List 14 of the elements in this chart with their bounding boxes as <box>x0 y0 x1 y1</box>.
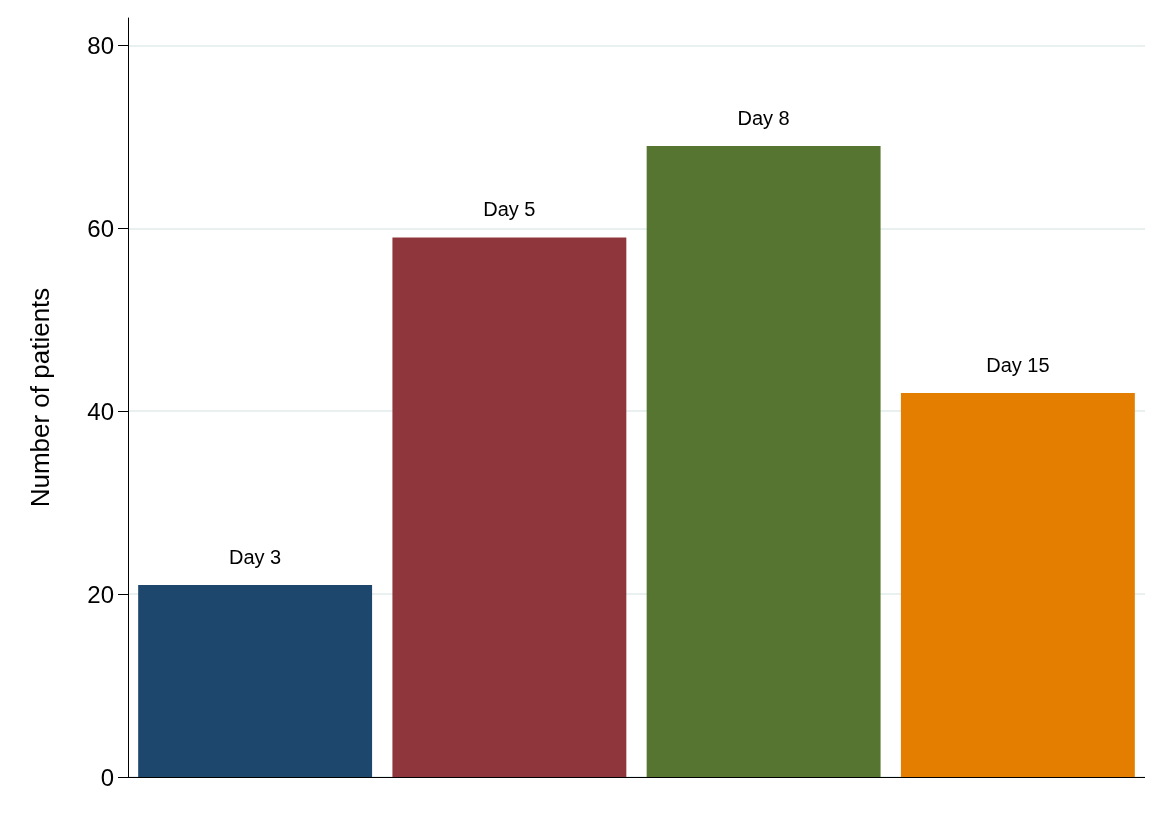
y-tick-label: 20 <box>87 580 114 608</box>
x-tick-label: Day 5 <box>483 198 536 221</box>
x-tick-label: Day 3 <box>229 545 282 568</box>
bar <box>900 392 1135 777</box>
x-tick-label: Day 15 <box>986 353 1050 376</box>
bar <box>138 584 373 777</box>
bar <box>646 146 881 777</box>
y-tick-label: 60 <box>87 214 114 242</box>
bar <box>392 237 627 777</box>
y-axis-title: Number of patients <box>25 287 55 508</box>
x-tick-label: Day 8 <box>737 107 790 130</box>
y-tick-label: 40 <box>87 397 114 425</box>
y-tick-label: 0 <box>100 763 114 791</box>
y-tick-label: 80 <box>87 31 114 59</box>
